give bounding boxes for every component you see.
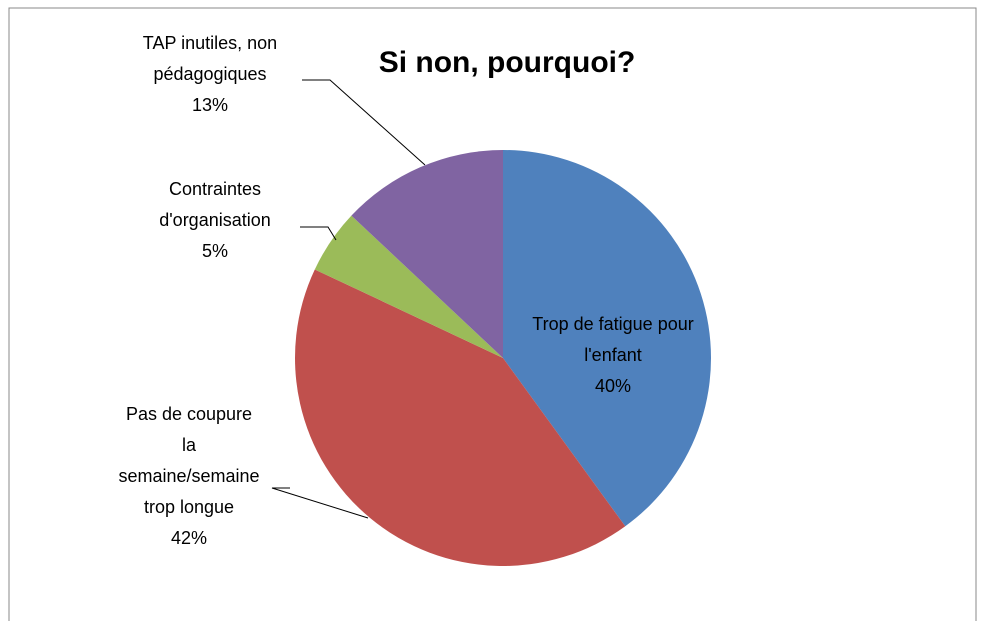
chart-title: Si non, pourquoi?	[379, 46, 636, 79]
slice-label: Trop de fatigue pour l'enfant 40%	[523, 309, 703, 402]
leader-line	[302, 79, 426, 166]
pie-slice	[351, 150, 503, 358]
leader-line	[300, 226, 337, 241]
value-label: 40%	[594, 376, 632, 396]
slice-label: Pas de coupure la semaine/semaine trop l…	[118, 399, 260, 554]
pie-slice	[314, 215, 503, 358]
value-label: 42%	[170, 528, 208, 548]
category-name: Trop de fatigue pour l'enfant	[532, 314, 694, 365]
pie-slice	[294, 269, 626, 566]
value-label: 5%	[201, 241, 228, 261]
category-name: TAP inutiles, non pédagogiques	[142, 33, 278, 84]
slice-label: TAP inutiles, non pédagogiques 13%	[135, 28, 285, 121]
value-label: 13%	[191, 95, 229, 115]
chart-border	[8, 7, 977, 621]
category-name: Contraintes d'organisation	[159, 179, 271, 230]
leader-line	[271, 487, 369, 519]
slice-label: Contraintes d'organisation 5%	[140, 174, 290, 267]
category-name: Pas de coupure la semaine/semaine trop l…	[118, 404, 260, 517]
pie-slice	[503, 150, 712, 527]
